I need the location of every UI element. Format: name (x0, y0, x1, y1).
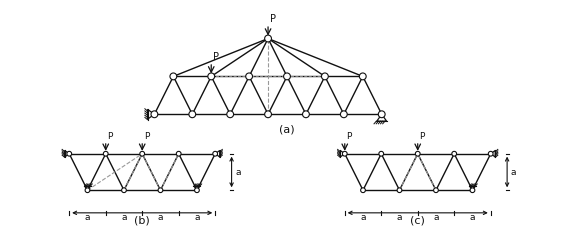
Circle shape (379, 152, 383, 156)
Circle shape (67, 152, 72, 156)
Text: a: a (194, 213, 200, 221)
Text: a: a (360, 213, 366, 221)
Circle shape (213, 152, 218, 156)
Circle shape (340, 111, 347, 118)
Text: a: a (158, 213, 163, 221)
Circle shape (103, 152, 108, 156)
Circle shape (140, 152, 145, 156)
Circle shape (343, 152, 347, 156)
Text: P: P (107, 132, 113, 141)
Circle shape (208, 74, 215, 80)
Circle shape (151, 111, 158, 118)
Circle shape (488, 152, 493, 156)
Circle shape (122, 188, 126, 193)
Circle shape (433, 188, 439, 193)
Text: P: P (213, 52, 219, 62)
Circle shape (360, 188, 366, 193)
Circle shape (452, 152, 456, 156)
Circle shape (397, 188, 402, 193)
Text: P: P (346, 132, 352, 141)
Circle shape (359, 74, 366, 80)
Circle shape (284, 74, 290, 80)
Circle shape (85, 188, 90, 193)
Circle shape (265, 36, 272, 43)
Text: a: a (235, 168, 241, 177)
Circle shape (265, 111, 272, 118)
Text: P: P (144, 132, 149, 141)
Text: (c): (c) (410, 214, 425, 224)
Circle shape (189, 111, 196, 118)
Circle shape (416, 152, 420, 156)
Circle shape (321, 74, 328, 80)
Circle shape (378, 111, 385, 118)
Text: a: a (85, 213, 90, 221)
Text: a: a (433, 213, 439, 221)
Text: (b): (b) (134, 214, 150, 224)
Text: a: a (397, 213, 402, 221)
Circle shape (227, 111, 234, 118)
Text: P: P (270, 14, 276, 24)
Circle shape (470, 188, 475, 193)
Circle shape (170, 74, 177, 80)
Circle shape (176, 152, 181, 156)
Circle shape (158, 188, 163, 193)
Text: a: a (121, 213, 127, 221)
Text: a: a (511, 168, 516, 177)
Text: P: P (419, 132, 425, 141)
Text: a: a (470, 213, 475, 221)
Circle shape (195, 188, 199, 193)
Text: (a): (a) (279, 124, 295, 134)
Circle shape (302, 111, 309, 118)
Circle shape (246, 74, 253, 80)
